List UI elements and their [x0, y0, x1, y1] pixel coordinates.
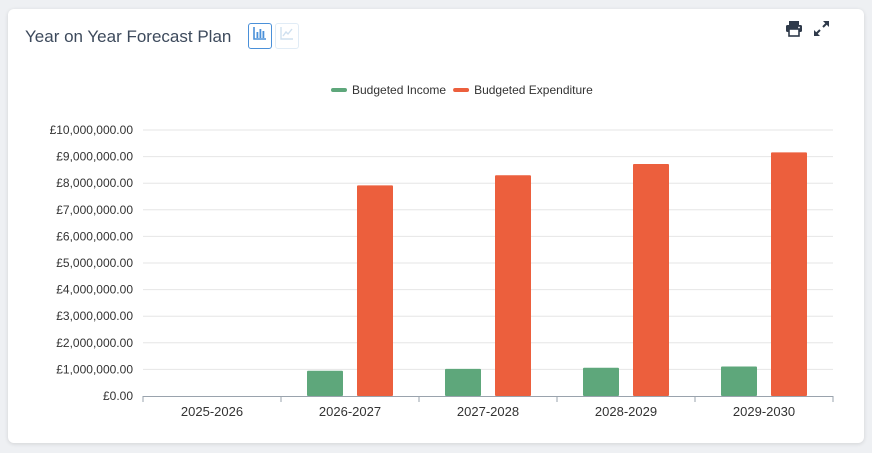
y-tick-label: £9,000,000.00 [56, 150, 133, 164]
bar-expenditure [771, 152, 807, 396]
y-tick-label: £5,000,000.00 [56, 256, 133, 270]
x-tick-label: 2025-2026 [181, 404, 243, 419]
bar-income [721, 366, 757, 396]
y-tick-label: £7,000,000.00 [56, 203, 133, 217]
line-chart-toggle[interactable] [275, 23, 299, 49]
chart-title: Year on Year Forecast Plan [25, 27, 232, 46]
print-icon [785, 20, 803, 42]
x-tick-label: 2027-2028 [457, 404, 519, 419]
legend-swatch [331, 88, 347, 92]
bar-chart-icon [253, 27, 267, 45]
legend-label: Budgeted Income [352, 83, 446, 97]
legend-swatch [453, 88, 470, 92]
y-tick-label: £1,000,000.00 [56, 362, 133, 376]
line-chart-icon [280, 27, 294, 45]
legend-label: Budgeted Expenditure [474, 83, 593, 97]
bar-income [583, 367, 619, 396]
bar-expenditure [357, 185, 393, 396]
y-tick-label: £6,000,000.00 [56, 229, 133, 243]
bar-expenditure [633, 164, 669, 396]
y-tick-label: £3,000,000.00 [56, 309, 133, 323]
y-tick-label: £4,000,000.00 [56, 283, 133, 297]
print-button[interactable] [784, 21, 804, 41]
x-tick-label: 2029-2030 [733, 404, 795, 419]
y-tick-label: £8,000,000.00 [56, 176, 133, 190]
bar-expenditure [495, 175, 531, 396]
bar-income [307, 370, 343, 396]
expand-button[interactable] [811, 21, 831, 41]
y-tick-label: £2,000,000.00 [56, 336, 133, 350]
bar-income [445, 368, 481, 396]
expand-icon [813, 20, 830, 42]
bar-chart-toggle[interactable] [248, 23, 272, 49]
y-tick-label: £0.00 [103, 389, 133, 403]
x-tick-label: 2026-2027 [319, 404, 381, 419]
x-tick-label: 2028-2029 [595, 404, 657, 419]
y-tick-label: £10,000,000.00 [50, 123, 134, 137]
